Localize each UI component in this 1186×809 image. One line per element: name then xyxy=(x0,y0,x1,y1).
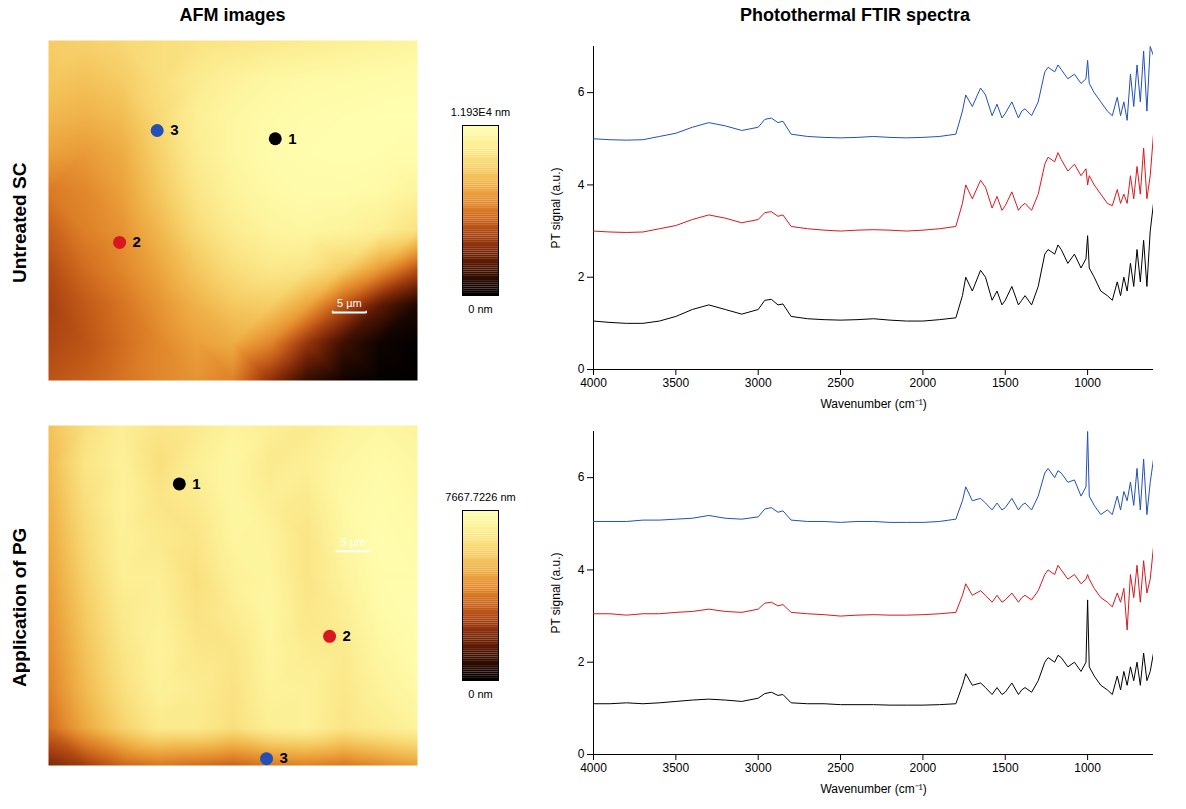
svg-text:4000: 4000 xyxy=(580,761,607,775)
svg-text:0 nm: 0 nm xyxy=(468,303,492,315)
svg-text:5 µm: 5 µm xyxy=(337,297,362,309)
svg-text:PT signal (a.u.): PT signal (a.u.) xyxy=(549,167,563,248)
html-text:Application of PG: Application of PG xyxy=(9,527,30,688)
svg-text:5 µm: 5 µm xyxy=(341,536,366,548)
html-text:Photothermal FTIR spectra: Photothermal FTIR spectra xyxy=(740,4,970,25)
svg-text:Wavenumber (cm⁻¹): Wavenumber (cm⁻¹) xyxy=(820,782,926,796)
svg-text:3000: 3000 xyxy=(745,761,772,775)
svg-text:3: 3 xyxy=(170,121,178,138)
svg-text:2: 2 xyxy=(133,233,141,250)
svg-text:2: 2 xyxy=(343,627,351,644)
svg-text:3500: 3500 xyxy=(663,761,690,775)
svg-text:Wavenumber (cm⁻¹): Wavenumber (cm⁻¹) xyxy=(820,397,926,411)
html-text:AFM images: AFM images xyxy=(179,4,286,25)
svg-text:1: 1 xyxy=(192,475,200,492)
svg-text:1000: 1000 xyxy=(1074,376,1101,390)
svg-text:3500: 3500 xyxy=(663,376,690,390)
svg-text:1000: 1000 xyxy=(1074,761,1101,775)
svg-text:1500: 1500 xyxy=(992,376,1019,390)
svg-text:6: 6 xyxy=(578,470,585,484)
svg-text:2: 2 xyxy=(578,270,585,284)
svg-text:2500: 2500 xyxy=(827,376,854,390)
svg-text:2: 2 xyxy=(578,655,585,669)
svg-text:4: 4 xyxy=(578,178,585,192)
svg-text:4000: 4000 xyxy=(580,376,607,390)
svg-text:0 nm: 0 nm xyxy=(468,688,492,700)
svg-text:1500: 1500 xyxy=(992,761,1019,775)
svg-text:PT signal (a.u.): PT signal (a.u.) xyxy=(549,552,563,633)
svg-text:7667.7226 nm: 7667.7226 nm xyxy=(445,491,515,503)
html-text:Untreated SC: Untreated SC xyxy=(9,162,30,283)
svg-text:2000: 2000 xyxy=(910,376,937,390)
svg-text:6: 6 xyxy=(578,85,585,99)
svg-text:1.193E4 nm: 1.193E4 nm xyxy=(451,106,510,118)
svg-text:4: 4 xyxy=(578,563,585,577)
svg-text:3000: 3000 xyxy=(745,376,772,390)
svg-text:1: 1 xyxy=(288,130,296,147)
svg-text:3: 3 xyxy=(280,749,288,766)
svg-text:2500: 2500 xyxy=(827,761,854,775)
svg-text:2000: 2000 xyxy=(910,761,937,775)
svg-text:0: 0 xyxy=(578,747,585,761)
svg-text:0: 0 xyxy=(578,362,585,376)
